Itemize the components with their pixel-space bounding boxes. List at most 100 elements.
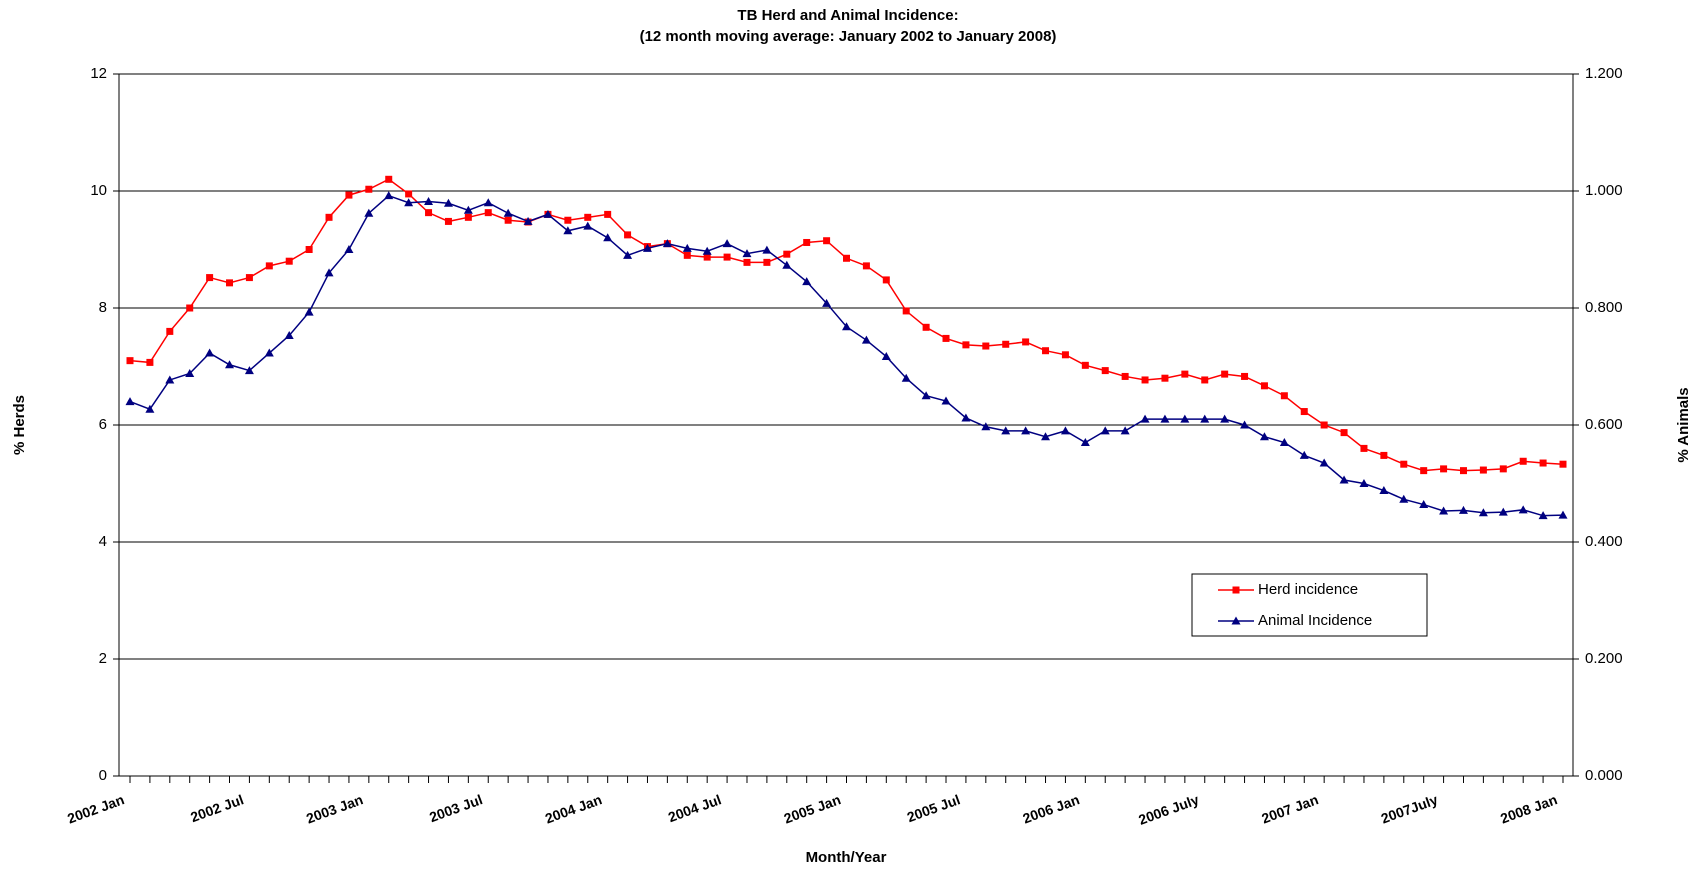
data-point bbox=[823, 237, 831, 245]
data-point bbox=[543, 209, 553, 218]
data-point bbox=[523, 216, 533, 225]
data-point bbox=[385, 175, 393, 183]
data-point bbox=[126, 357, 134, 365]
data-point bbox=[1559, 460, 1567, 468]
legend-box bbox=[1191, 573, 1428, 637]
data-point bbox=[1140, 414, 1150, 423]
data-point bbox=[1241, 372, 1249, 380]
data-point bbox=[1231, 616, 1241, 625]
data-point bbox=[1260, 382, 1268, 390]
x-tick-label: 2006 July bbox=[1136, 791, 1201, 828]
x-tick-label: 2004 Jul bbox=[666, 791, 723, 825]
data-point bbox=[1419, 500, 1429, 509]
data-point bbox=[1161, 374, 1169, 382]
data-point bbox=[186, 304, 194, 312]
data-point bbox=[583, 221, 593, 230]
data-point bbox=[443, 198, 453, 207]
data-point bbox=[1101, 367, 1109, 375]
data-point bbox=[304, 307, 314, 316]
x-tick-label: 2006 Jan bbox=[1021, 791, 1082, 826]
y2-tick-label: 1.000 bbox=[1585, 182, 1623, 199]
data-point bbox=[642, 243, 652, 252]
data-point bbox=[921, 391, 931, 400]
data-point bbox=[244, 366, 254, 375]
data-point bbox=[146, 358, 154, 366]
data-point bbox=[145, 404, 155, 413]
data-point bbox=[463, 205, 473, 214]
data-point bbox=[226, 279, 234, 287]
y-tick-label: 6 bbox=[99, 416, 107, 433]
data-point bbox=[1120, 426, 1130, 435]
data-point bbox=[842, 322, 851, 331]
data-point bbox=[922, 323, 930, 331]
y-tick-label: 8 bbox=[99, 299, 107, 316]
x-tick-label: 2007July bbox=[1379, 791, 1440, 826]
data-point bbox=[1160, 414, 1170, 423]
data-point bbox=[1141, 376, 1149, 384]
data-point bbox=[483, 198, 493, 207]
data-point bbox=[1458, 505, 1468, 514]
data-point bbox=[1001, 426, 1011, 435]
data-point bbox=[245, 274, 253, 282]
data-point bbox=[305, 246, 313, 253]
x-tick-label: 2008 Jan bbox=[1498, 791, 1559, 826]
data-point bbox=[1259, 432, 1269, 441]
data-point bbox=[1100, 426, 1110, 435]
data-point bbox=[682, 243, 692, 252]
data-point bbox=[1232, 586, 1240, 594]
series bbox=[125, 191, 1568, 520]
data-point bbox=[365, 185, 373, 193]
data-point bbox=[563, 226, 573, 235]
data-point bbox=[962, 341, 970, 349]
data-point bbox=[604, 210, 612, 218]
data-point bbox=[1478, 508, 1488, 517]
data-point bbox=[662, 239, 672, 248]
data-point bbox=[1279, 438, 1289, 447]
data-point bbox=[783, 250, 791, 258]
data-point bbox=[1022, 338, 1030, 346]
data-point bbox=[1240, 420, 1250, 429]
data-point bbox=[1399, 494, 1409, 503]
y2-axis-label: % Animals bbox=[1675, 387, 1692, 462]
data-point bbox=[1320, 421, 1328, 429]
data-point bbox=[1339, 475, 1349, 484]
data-point bbox=[166, 327, 174, 335]
data-point bbox=[822, 298, 832, 307]
x-axis-label: Month/Year bbox=[806, 849, 887, 866]
data-point bbox=[345, 191, 353, 199]
y2-tick-label: 1.200 bbox=[1585, 65, 1623, 82]
data-point bbox=[205, 348, 215, 357]
data-point bbox=[1360, 444, 1368, 452]
data-point bbox=[1558, 510, 1568, 519]
data-point bbox=[1519, 457, 1527, 465]
legend-label: Animal Incidence bbox=[1258, 612, 1372, 629]
data-point bbox=[882, 276, 890, 284]
data-point bbox=[1518, 505, 1528, 514]
data-point bbox=[1280, 392, 1288, 400]
data-point bbox=[405, 190, 413, 198]
data-point bbox=[444, 217, 452, 225]
legend: Herd incidence Animal Incidence bbox=[1191, 573, 1428, 637]
y-tick-label: 10 bbox=[90, 182, 107, 199]
x-tick-label: 2005 Jan bbox=[782, 791, 843, 826]
x-tick-label: 2004 Jan bbox=[543, 791, 604, 826]
data-point bbox=[1002, 340, 1010, 348]
data-point bbox=[1380, 451, 1388, 459]
data-point bbox=[723, 253, 731, 261]
data-point bbox=[1041, 432, 1051, 441]
data-point bbox=[1299, 450, 1309, 459]
data-point bbox=[165, 375, 175, 384]
data-point bbox=[265, 262, 273, 270]
data-point bbox=[264, 348, 274, 357]
data-point bbox=[1200, 414, 1210, 423]
data-point bbox=[803, 238, 811, 246]
data-point bbox=[1180, 414, 1190, 423]
data-point bbox=[1061, 351, 1069, 359]
data-point bbox=[1459, 467, 1467, 475]
data-point bbox=[425, 209, 433, 217]
x-tick-label: 2002 Jan bbox=[65, 791, 126, 826]
data-point bbox=[961, 413, 971, 422]
data-point bbox=[584, 213, 592, 221]
data-point bbox=[1538, 511, 1548, 520]
data-point bbox=[1479, 466, 1487, 474]
